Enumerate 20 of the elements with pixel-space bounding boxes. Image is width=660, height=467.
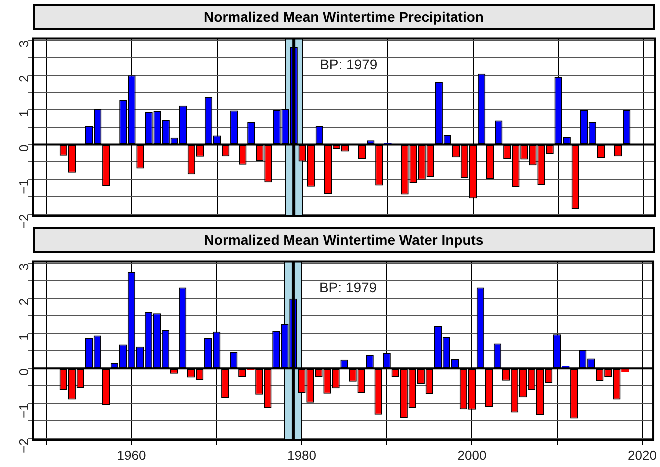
ref-line-label: BP: 1979	[320, 56, 378, 73]
x-tick-label: 1980	[288, 448, 316, 463]
y-tick-label: 0	[16, 368, 32, 376]
x-tick-label: 2020	[628, 448, 657, 463]
y-tick-label: 2	[16, 75, 32, 83]
y-tick-label: −1	[16, 404, 32, 418]
y-tick-label: −2	[16, 214, 32, 230]
y-tick-label: 3	[16, 40, 32, 48]
ref-line-label: BP: 1979	[319, 280, 378, 296]
y-tick-label: 2	[16, 298, 32, 306]
y-tick-label: 1	[16, 334, 32, 341]
x-tick-label: 2000	[458, 448, 487, 463]
y-tick-label: −1	[16, 180, 32, 194]
y-tick-label: 1	[16, 110, 32, 118]
chart-title: Normalized Mean Wintertime Precipitation	[33, 4, 655, 30]
y-tick-label: 0	[16, 144, 32, 152]
x-tick-label: 1960	[117, 448, 146, 463]
y-tick-label: 3	[16, 264, 32, 271]
y-tick-label: −2	[16, 438, 32, 454]
chart-title: Normalized Mean Wintertime Water Inputs	[33, 227, 655, 253]
